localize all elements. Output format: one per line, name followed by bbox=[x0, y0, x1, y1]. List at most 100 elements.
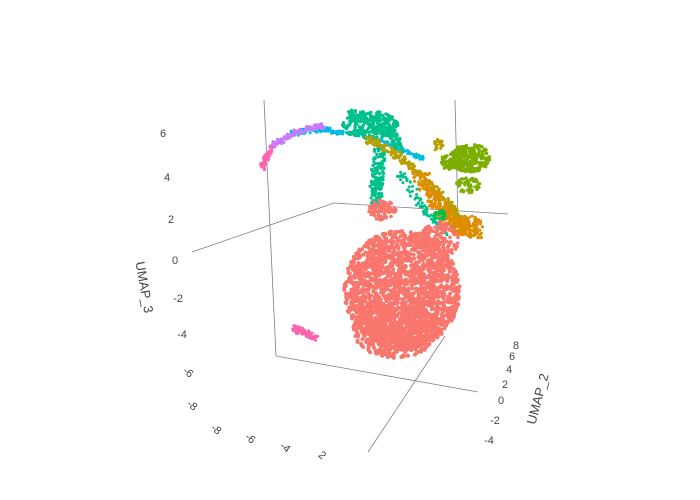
scatter-point bbox=[369, 306, 373, 311]
scatter-point bbox=[448, 212, 452, 216]
scatter-point bbox=[369, 196, 373, 200]
scatter-point bbox=[479, 236, 483, 240]
scatter-point bbox=[439, 327, 444, 332]
scatter-point bbox=[387, 205, 392, 210]
scatter-point bbox=[361, 270, 366, 275]
scatter-point bbox=[383, 333, 388, 338]
scatter-point bbox=[388, 296, 393, 301]
scatter-point bbox=[482, 148, 486, 153]
scatter-point bbox=[439, 198, 443, 202]
scatter-point bbox=[423, 346, 428, 351]
scatter-point bbox=[381, 293, 386, 298]
scatter-point bbox=[448, 228, 452, 232]
scatter-point bbox=[405, 292, 410, 297]
scatter-point bbox=[416, 291, 421, 296]
scatter-point bbox=[351, 274, 356, 279]
scatter-point bbox=[409, 247, 414, 252]
scatter-point bbox=[406, 236, 411, 241]
scatter-point bbox=[416, 196, 420, 200]
scatter-point bbox=[442, 285, 447, 290]
scatter-point bbox=[389, 214, 393, 219]
scatter-point bbox=[464, 149, 468, 154]
x-tick: -6 bbox=[242, 431, 257, 446]
scatter-point bbox=[379, 265, 384, 270]
scatter-point bbox=[417, 180, 421, 184]
scatter-point bbox=[402, 354, 406, 358]
y-tick: 8 bbox=[513, 340, 519, 352]
scatter-point bbox=[438, 209, 442, 213]
scatter-point bbox=[443, 223, 448, 227]
x-tick: -8 bbox=[208, 422, 223, 437]
scatter-point bbox=[394, 313, 399, 318]
scatter-point bbox=[351, 132, 356, 136]
scatter-point bbox=[387, 337, 392, 342]
scatter-point bbox=[409, 152, 412, 156]
scatter-point bbox=[378, 131, 382, 135]
scatter-point bbox=[340, 123, 345, 127]
scatter-point bbox=[444, 321, 449, 326]
scatter-point bbox=[381, 175, 385, 179]
scatter-point bbox=[419, 183, 423, 187]
scatter-point bbox=[418, 297, 423, 302]
scatter-point bbox=[368, 299, 373, 304]
scatter-point bbox=[374, 266, 379, 270]
scatter-point bbox=[424, 302, 429, 307]
scatter-point bbox=[436, 192, 440, 196]
scatter-point bbox=[404, 258, 409, 263]
scatter-point bbox=[412, 325, 417, 330]
scatter-point bbox=[352, 322, 357, 327]
scatter-point bbox=[431, 229, 436, 233]
scatter-point bbox=[399, 178, 403, 182]
scatter-point bbox=[419, 171, 423, 175]
scatter-point bbox=[378, 325, 383, 330]
scatter-point bbox=[390, 256, 395, 261]
scatter-point bbox=[411, 189, 414, 193]
scatter-point bbox=[475, 180, 479, 184]
scatter-point bbox=[387, 312, 392, 317]
scatter-point bbox=[441, 217, 445, 221]
scatter-point bbox=[378, 285, 383, 290]
scatter-point bbox=[457, 184, 461, 188]
scatter-point bbox=[424, 325, 429, 330]
scatter-point bbox=[295, 330, 299, 333]
scatter-point bbox=[377, 194, 381, 198]
scatter-point bbox=[354, 251, 359, 256]
scatter-point bbox=[393, 230, 398, 234]
scatter-point bbox=[408, 297, 412, 302]
scatter-point bbox=[409, 166, 413, 170]
scatter-point bbox=[367, 126, 371, 130]
scatter-point bbox=[435, 216, 439, 220]
scatter-point bbox=[384, 215, 389, 219]
scatter-point bbox=[373, 189, 377, 193]
scatter-point bbox=[381, 289, 386, 294]
scatter-point bbox=[356, 316, 361, 320]
scatter-point bbox=[372, 205, 377, 210]
scatter-point bbox=[345, 127, 349, 131]
scatter-point bbox=[411, 322, 416, 326]
scatter-point bbox=[428, 187, 432, 191]
scatter-point bbox=[455, 181, 459, 185]
scatter-point bbox=[414, 246, 419, 250]
scatter-point bbox=[367, 209, 371, 214]
scatter-point bbox=[438, 284, 443, 289]
scatter-point bbox=[369, 303, 374, 308]
scatter-point bbox=[422, 239, 427, 244]
scatter-point bbox=[379, 257, 383, 261]
scatter-point bbox=[423, 183, 427, 187]
scatter-point bbox=[423, 226, 428, 231]
scatter-point bbox=[377, 176, 381, 180]
scatter-point bbox=[470, 147, 475, 151]
scatter-point bbox=[441, 243, 446, 248]
scatter-point bbox=[351, 313, 355, 318]
scatter-point bbox=[379, 328, 384, 333]
scatter-point bbox=[366, 111, 370, 116]
scatter-point bbox=[353, 289, 358, 294]
scatter-point bbox=[356, 261, 361, 266]
frame-line bbox=[275, 355, 479, 393]
scatter-point bbox=[392, 278, 397, 282]
scatter-point bbox=[366, 120, 370, 124]
scatter-point bbox=[380, 353, 385, 358]
y-tick: 2 bbox=[502, 379, 508, 391]
x-tick: -4 bbox=[277, 440, 292, 455]
scatter-point bbox=[431, 336, 436, 341]
